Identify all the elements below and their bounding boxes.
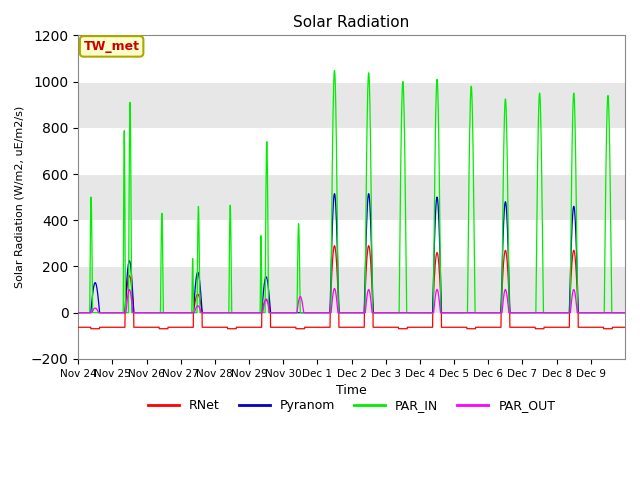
Bar: [78, 174, 625, 220]
PAR_OUT: [188, 310, 195, 315]
Line: PAR_OUT: PAR_OUT: [78, 288, 625, 312]
PAR_IN: [543, 310, 550, 315]
RNet: [401, 326, 409, 332]
Pyranom: [331, 191, 339, 197]
PAR_OUT: [331, 286, 339, 291]
Pyranom: [401, 310, 409, 315]
X-axis label: Time: Time: [336, 384, 367, 397]
PAR_OUT: [74, 310, 82, 315]
Pyranom: [543, 310, 550, 315]
PAR_IN: [331, 68, 339, 73]
Y-axis label: Solar Radiation (W/m2, uE/m2/s): Solar Radiation (W/m2, uE/m2/s): [15, 106, 25, 288]
RNet: [502, 248, 509, 253]
RNet: [372, 324, 380, 330]
PAR_IN: [372, 310, 380, 315]
Line: Pyranom: Pyranom: [78, 194, 625, 312]
PAR_OUT: [543, 310, 550, 315]
RNet: [543, 324, 550, 330]
RNet: [529, 324, 536, 330]
Line: RNet: RNet: [78, 246, 625, 329]
PAR_IN: [74, 310, 82, 315]
Bar: [78, 82, 625, 128]
PAR_IN: [621, 310, 629, 315]
PAR_OUT: [621, 310, 629, 315]
PAR_OUT: [502, 287, 509, 292]
RNet: [331, 243, 339, 249]
Pyranom: [188, 310, 195, 315]
Pyranom: [529, 310, 536, 315]
Pyranom: [621, 310, 629, 315]
Pyranom: [502, 199, 509, 205]
Pyranom: [74, 310, 82, 315]
PAR_OUT: [372, 310, 380, 315]
PAR_OUT: [529, 310, 536, 315]
Line: PAR_IN: PAR_IN: [78, 71, 625, 312]
RNet: [188, 324, 195, 330]
PAR_IN: [401, 179, 409, 185]
Text: TW_met: TW_met: [84, 40, 140, 53]
RNet: [87, 326, 95, 332]
Bar: [78, 266, 625, 312]
Pyranom: [372, 310, 380, 315]
PAR_OUT: [401, 310, 409, 315]
RNet: [621, 324, 629, 330]
PAR_IN: [502, 96, 509, 102]
Legend: RNet, Pyranom, PAR_IN, PAR_OUT: RNet, Pyranom, PAR_IN, PAR_OUT: [143, 395, 561, 418]
Title: Solar Radiation: Solar Radiation: [294, 15, 410, 30]
PAR_IN: [529, 310, 536, 315]
PAR_IN: [188, 310, 195, 315]
RNet: [74, 324, 82, 330]
